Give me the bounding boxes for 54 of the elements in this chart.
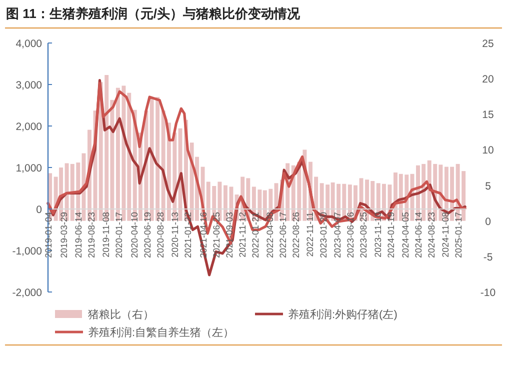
x-tick-label: 2024-01-19 <box>386 212 396 258</box>
x-tick-label: 2022-08-26 <box>290 212 301 258</box>
y-tick-label: 4,000 <box>16 38 42 50</box>
x-tick-label: 2023-04-07 <box>332 212 343 258</box>
y2-tick-label: 20 <box>482 74 494 86</box>
x-tick-label: 2023-08-25 <box>358 212 369 258</box>
y2-tick-label: 15 <box>482 109 494 122</box>
x-tick-label: 2024-06-14 <box>413 212 424 258</box>
x-tick-label: 2024-04-05 <box>400 212 410 258</box>
y2-tick-label: 25 <box>482 38 494 50</box>
x-tick-label: 2020-06-19 <box>142 212 152 258</box>
x-tick-label: 2023-01-20 <box>318 212 328 258</box>
y-tick-label: 0 <box>36 204 42 216</box>
x-tick-label: 2024-08-23 <box>426 212 436 258</box>
legend-label: 猪粮比（右） <box>88 308 154 321</box>
y2-tick-label: 5 <box>485 180 492 192</box>
x-tick-label: 2019-08-23 <box>86 212 96 258</box>
x-tick-label: 2019-11-08 <box>100 212 111 258</box>
x-tick-label: 2019-03-29 <box>59 212 70 258</box>
chart-title: 图 11：生猪养殖利润（元/头）与猪粮比价变动情况 <box>6 6 301 21</box>
legend-label: 养殖利润:自繁自养生猪（左） <box>88 326 234 339</box>
x-tick-label: 2025-01-17 <box>454 212 464 258</box>
y-tick-label: -1,000 <box>12 246 42 258</box>
x-tick-label: 2022-06-17 <box>278 212 288 258</box>
y2-tick-label: 0 <box>485 216 492 228</box>
x-tick-label: 2021-06-25 <box>211 212 222 258</box>
x-tick-label: 2022-04-08 <box>264 212 275 258</box>
x-tick-label: 2024-11-08 <box>440 212 451 258</box>
y2-tick-label: 10 <box>482 144 494 157</box>
legend-猪粮比（右）: 猪粮比（右） <box>55 309 154 321</box>
x-tick-label: 2022-01-21 <box>250 212 261 258</box>
x-tick-label: 2021-01-22 <box>182 212 193 258</box>
y-tick-label: 3,000 <box>16 80 42 92</box>
y-tick-label: 2,000 <box>16 121 42 133</box>
x-tick-label: 2020-08-28 <box>155 212 166 258</box>
y-tick-label: 1,000 <box>16 162 42 174</box>
legend-养殖利润:自繁自养生猪（左）: 养殖利润:自繁自养生猪（左） <box>55 327 234 339</box>
x-tick-label: 2022-11-11 <box>305 212 316 257</box>
legend-养殖利润:外购仔猪(左): 养殖利润:外购仔猪(左) <box>255 309 398 321</box>
y-tick-label: -2,000 <box>12 287 42 299</box>
x-tick-label: 2023-06-16 <box>346 212 356 258</box>
x-tick-label: 2021-11-12 <box>238 212 248 258</box>
x-tick-label: 2019-06-14 <box>73 212 84 258</box>
y2-tick-label: -5 <box>483 251 493 264</box>
bar <box>223 185 228 221</box>
x-tick-label: 2021-04-16 <box>198 212 208 258</box>
x-tick-label: 2023-11-10 <box>372 212 383 258</box>
legend-label: 养殖利润:外购仔猪(左) <box>288 308 398 321</box>
x-tick-label: 2020-04-10 <box>129 212 140 258</box>
x-tick-label: 2021-09-03 <box>224 212 235 258</box>
x-tick-label: 2019-01-04 <box>44 212 54 258</box>
y2-tick-label: -10 <box>480 287 496 299</box>
x-tick-label: 2020-11-13 <box>170 212 180 258</box>
x-tick-label: 2020-01-17 <box>114 212 124 258</box>
